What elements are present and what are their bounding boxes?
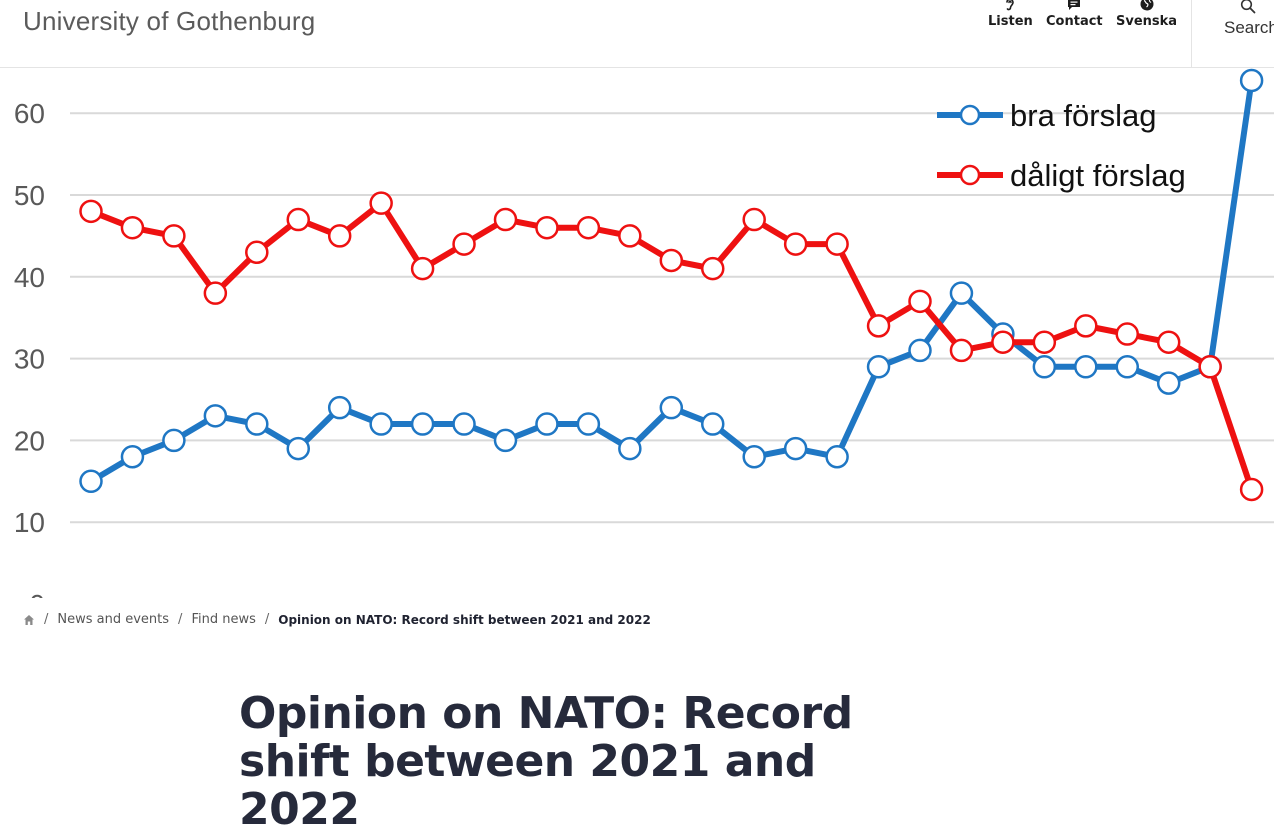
data-point (452, 232, 476, 256)
site-logo-title[interactable]: University of Gothenburg (23, 6, 316, 36)
home-icon[interactable] (23, 614, 35, 626)
data-point (162, 428, 186, 453)
data-point (908, 338, 932, 363)
data-point (576, 412, 601, 436)
breadcrumb-separator: / (264, 612, 270, 627)
data-point (1239, 477, 1264, 502)
data-point (1115, 322, 1139, 346)
breadcrumb-current: Opinion on NATO: Record shift between 20… (278, 612, 651, 627)
chat-bubble-icon (1068, 0, 1081, 10)
data-point (120, 445, 145, 469)
legend-marker (959, 164, 981, 186)
data-point (245, 412, 269, 436)
data-point (866, 355, 891, 379)
y-tick-label: 0 (29, 589, 45, 598)
language-switch-button[interactable]: Svenska (1116, 0, 1177, 29)
data-point (369, 412, 393, 436)
legend-marker (959, 104, 981, 126)
header-divider (1191, 0, 1192, 67)
data-point (825, 445, 849, 469)
y-tick-label: 60 (14, 98, 45, 129)
data-point (866, 314, 891, 338)
data-point (1074, 314, 1098, 338)
data-point (493, 207, 518, 232)
breadcrumb-find-news[interactable]: Find news (191, 612, 256, 627)
data-point (825, 232, 849, 256)
data-point (203, 281, 228, 305)
data-point (1198, 355, 1222, 379)
site-header: University of Gothenburg Listen Contact … (0, 0, 1274, 68)
data-point (701, 412, 725, 436)
data-point (618, 436, 642, 461)
data-point (410, 412, 435, 436)
data-point (576, 215, 601, 240)
data-point (369, 191, 393, 215)
data-point (1115, 355, 1139, 379)
data-point (618, 224, 642, 248)
y-tick-label: 30 (14, 344, 45, 375)
data-point (742, 207, 766, 232)
data-point (659, 395, 684, 420)
data-point (742, 445, 766, 469)
legend-label: bra förslag (1010, 98, 1156, 133)
breadcrumb-separator: / (44, 612, 49, 627)
data-point (452, 412, 476, 436)
data-point (327, 395, 352, 420)
data-point (783, 436, 808, 461)
language-label: Svenska (1116, 14, 1178, 29)
listen-button[interactable]: Listen (988, 0, 1033, 29)
breadcrumb-separator: / (178, 612, 183, 627)
contact-label: Contact (1046, 14, 1103, 29)
search-button[interactable]: Search (1224, 0, 1274, 38)
data-point (1156, 330, 1181, 354)
data-point (701, 256, 725, 281)
data-point (203, 404, 228, 428)
y-tick-label: 50 (14, 180, 45, 211)
breadcrumb: / News and events / Find news / Opinion … (23, 612, 651, 627)
data-point (949, 281, 974, 305)
data-point (535, 412, 559, 436)
ear-icon (1006, 0, 1015, 11)
data-point (1074, 355, 1098, 379)
data-point (245, 240, 269, 265)
data-point (120, 215, 145, 240)
search-icon (1240, 0, 1256, 14)
listen-label: Listen (988, 14, 1033, 29)
data-point (1156, 371, 1181, 395)
breadcrumb-news-and-events[interactable]: News and events (57, 612, 170, 627)
data-point (286, 207, 310, 232)
opinion-line-chart: 0 10 20 30 40 50 60 bra förslag dåligt förslag (14, 68, 1274, 598)
data-point (535, 215, 559, 240)
y-tick-label: 40 (14, 262, 45, 293)
data-point (1032, 355, 1057, 379)
data-point (286, 436, 310, 461)
data-point (410, 256, 435, 281)
y-tick-label: 20 (14, 425, 45, 456)
hero-chart-image: 0 10 20 30 40 50 60 bra förslag dåligt förslag (0, 68, 1274, 598)
data-point (659, 248, 684, 273)
data-point (908, 289, 932, 314)
data-point (949, 338, 974, 363)
data-point (493, 428, 518, 453)
globe-icon (1140, 0, 1154, 11)
data-point (1239, 68, 1264, 93)
search-label: Search (1224, 18, 1274, 37)
data-point (991, 330, 1015, 354)
data-point (783, 232, 808, 256)
data-point (79, 199, 103, 224)
contact-button[interactable]: Contact (1046, 0, 1103, 29)
legend-label: dåligt förslag (1010, 158, 1186, 193)
page-title: Opinion on NATO: Record shift between 20… (239, 688, 853, 834)
data-point (1032, 330, 1057, 354)
data-point (162, 224, 186, 248)
y-tick-label: 10 (14, 507, 45, 538)
data-point (327, 224, 352, 248)
data-point (79, 469, 103, 494)
